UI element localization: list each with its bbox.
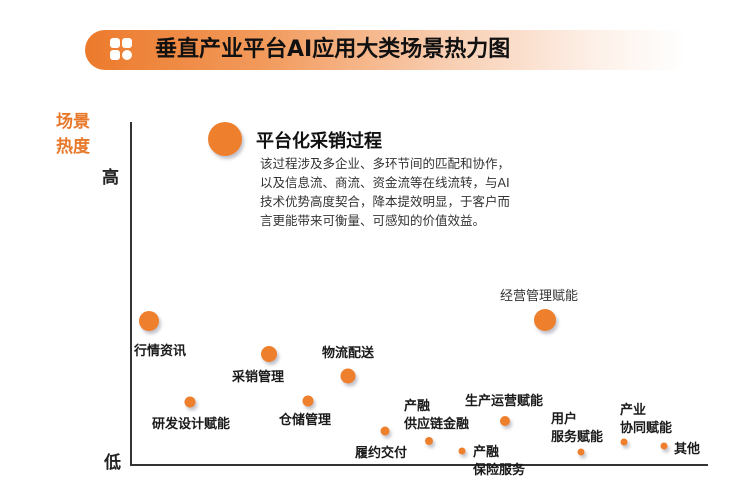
label-supply-chain-finance-1: 产融 xyxy=(404,399,431,414)
bubble-industry-collab xyxy=(620,438,628,446)
bubble-production-ops xyxy=(500,416,510,426)
bubble-user-service xyxy=(577,448,585,456)
chart-title: 垂直产业平台AI应用大类场景热力图 xyxy=(155,37,511,62)
label-insurance-2: 保险服务 xyxy=(473,463,526,478)
label-supply-chain-finance-2: 供应链金融 xyxy=(404,417,470,432)
label-fulfillment: 履约交付 xyxy=(355,446,408,461)
bubble-supply-chain-finance xyxy=(425,437,433,445)
y-axis-line xyxy=(130,122,132,466)
bubble-procurement-mgmt xyxy=(261,346,277,362)
label-industry-collab-2: 协同赋能 xyxy=(620,421,673,436)
bubble-insurance xyxy=(458,447,466,455)
label-procurement-mgmt: 采销管理 xyxy=(232,370,285,385)
grid-icon xyxy=(110,38,132,60)
callout-title: 平台化采销过程 xyxy=(256,131,382,152)
label-production-ops: 生产运营赋能 xyxy=(465,394,544,409)
y-axis-label: 场景 热度 xyxy=(56,110,104,160)
bubble-platform-procurement xyxy=(208,122,242,156)
label-market-info: 行情资讯 xyxy=(134,344,187,359)
y-axis-label-line1: 场景 xyxy=(56,112,90,132)
bubble-logistics xyxy=(340,368,356,384)
x-axis-line xyxy=(130,464,708,466)
y-axis-label-line2: 热度 xyxy=(56,137,90,157)
label-other: 其他 xyxy=(674,442,701,457)
label-rd-design: 研发设计赋能 xyxy=(152,417,231,432)
bubble-warehouse xyxy=(302,395,314,407)
callout-body: 该过程涉及多企业、多环节间的匹配和协作，以及信息流、商流、资金流等在线流转，与A… xyxy=(260,156,511,228)
label-logistics: 物流配送 xyxy=(322,346,375,361)
label-user-service-1: 用户 xyxy=(551,412,578,427)
label-warehouse: 仓储管理 xyxy=(279,413,332,428)
bubble-market-info xyxy=(139,311,159,331)
bubble-other xyxy=(660,442,668,450)
bubble-rd-design xyxy=(184,396,196,408)
y-tick-high: 高 xyxy=(102,168,119,188)
label-industry-collab-1: 产业 xyxy=(620,403,647,418)
label-operation-mgmt: 经营管理赋能 xyxy=(500,289,579,304)
title-banner xyxy=(85,30,685,70)
bubble-operation-mgmt xyxy=(534,309,556,331)
y-tick-low: 低 xyxy=(104,453,121,473)
bubble-fulfillment xyxy=(380,426,390,436)
label-insurance-1: 产融 xyxy=(473,445,500,460)
label-user-service-2: 服务赋能 xyxy=(551,430,604,445)
